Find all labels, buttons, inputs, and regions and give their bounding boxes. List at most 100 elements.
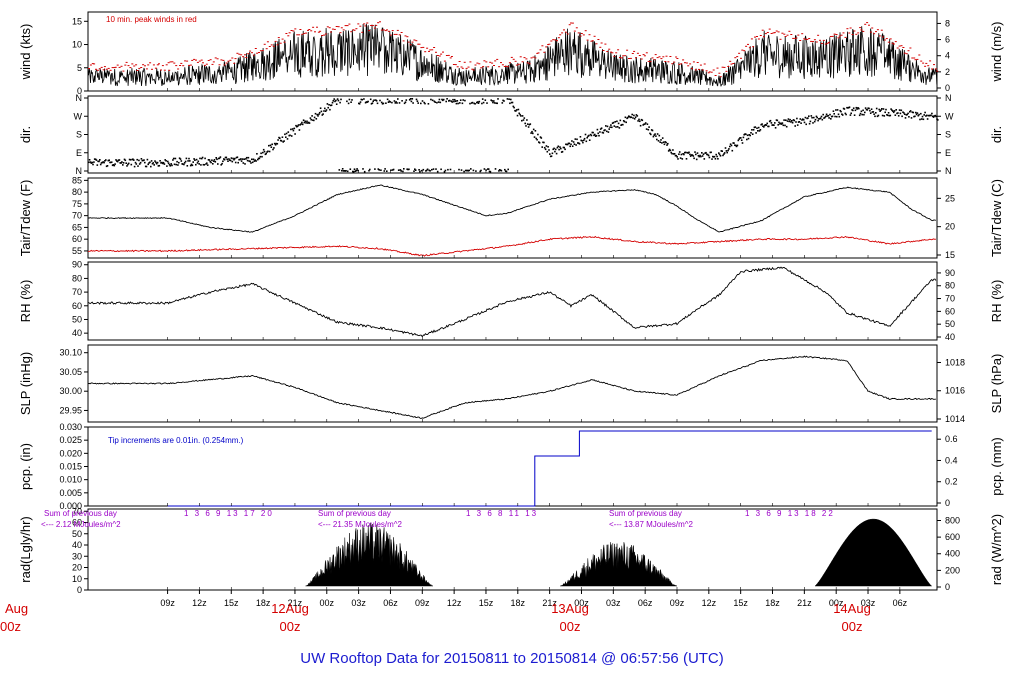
wind-direction-point bbox=[363, 98, 365, 100]
left-tick-label: 50 bbox=[72, 529, 82, 539]
peak-wind-mark bbox=[766, 32, 769, 33]
peak-wind-mark bbox=[707, 72, 710, 74]
wind-direction-point bbox=[707, 154, 710, 157]
wind-direction-point bbox=[713, 155, 716, 158]
peak-wind-mark bbox=[407, 41, 410, 43]
peak-wind-mark bbox=[229, 59, 232, 61]
wind-direction-point bbox=[364, 101, 367, 104]
wind-direction-point bbox=[191, 164, 194, 167]
peak-wind-mark bbox=[380, 29, 383, 31]
peak-wind-mark bbox=[868, 24, 870, 26]
wind-direction-point bbox=[335, 99, 337, 102]
wind-direction-point bbox=[290, 135, 293, 137]
peak-wind-mark bbox=[759, 35, 762, 36]
peak-wind-mark bbox=[586, 39, 589, 41]
wind-direction-point bbox=[320, 110, 323, 113]
wind-direction-point bbox=[663, 143, 666, 146]
peak-wind-mark bbox=[283, 41, 286, 43]
wind-direction-point bbox=[112, 164, 115, 166]
wind-direction-point bbox=[624, 116, 627, 119]
left-tick-label: 0 bbox=[77, 86, 82, 96]
wind-direction-point bbox=[616, 120, 618, 123]
peak-wind-mark bbox=[417, 43, 420, 45]
wind-direction-point bbox=[881, 114, 884, 117]
wind-direction-point bbox=[633, 118, 636, 120]
peak-wind-mark bbox=[792, 37, 795, 39]
y-axis-label-right: RH (%) bbox=[989, 280, 1004, 323]
wind-direction-point bbox=[503, 100, 505, 102]
wind-direction-point bbox=[376, 102, 379, 105]
wind-direction-point bbox=[432, 168, 435, 170]
wind-direction-point bbox=[463, 170, 465, 173]
wind-direction-point bbox=[632, 117, 634, 119]
wind-direction-point bbox=[254, 159, 256, 161]
peak-wind-mark bbox=[96, 69, 99, 71]
peak-wind-mark bbox=[400, 32, 403, 33]
peak-wind-mark bbox=[795, 37, 798, 39]
wind-direction-point bbox=[134, 161, 137, 164]
wind-direction-point bbox=[194, 159, 196, 161]
wind-direction-point bbox=[447, 168, 449, 171]
peak-wind-mark bbox=[539, 49, 542, 51]
wind-direction-point bbox=[431, 168, 433, 171]
peak-wind-mark bbox=[582, 34, 585, 36]
peak-wind-mark bbox=[387, 30, 390, 32]
wind-direction-point bbox=[921, 115, 924, 118]
wind-direction-point bbox=[918, 113, 920, 116]
wind-direction-point bbox=[318, 113, 320, 116]
wind-direction-point bbox=[251, 158, 253, 161]
peak-wind-mark bbox=[445, 55, 448, 56]
peak-wind-mark bbox=[129, 67, 132, 69]
peak-wind-mark bbox=[822, 39, 825, 41]
wind-direction-point bbox=[302, 119, 305, 121]
wind-direction-point bbox=[398, 102, 401, 104]
peak-wind-mark bbox=[330, 31, 332, 33]
wind-direction-point bbox=[436, 170, 439, 173]
wind-direction-point bbox=[424, 102, 426, 105]
left-tick-label: S bbox=[76, 130, 82, 140]
wind-direction-point bbox=[336, 98, 339, 100]
wind-direction-point bbox=[693, 157, 695, 160]
wind-direction-point bbox=[755, 132, 757, 134]
wind-direction-point bbox=[382, 102, 385, 105]
peak-wind-mark bbox=[384, 30, 387, 32]
date-hour-label: 00z bbox=[280, 619, 301, 634]
wind-direction-point bbox=[590, 134, 593, 137]
wind-direction-point bbox=[719, 155, 722, 157]
peak-wind-mark bbox=[831, 35, 834, 37]
wind-direction-point bbox=[493, 102, 496, 104]
wind-direction-point bbox=[239, 158, 241, 161]
peak-wind-mark bbox=[541, 45, 544, 47]
wind-direction-point bbox=[403, 102, 406, 105]
wind-direction-point bbox=[575, 144, 577, 146]
wind-direction-point bbox=[99, 159, 101, 161]
wind-direction-point bbox=[290, 128, 292, 131]
wind-direction-point bbox=[848, 106, 851, 108]
left-tick-label: 0.030 bbox=[59, 422, 82, 432]
wind-direction-point bbox=[683, 153, 685, 156]
wind-direction-point bbox=[453, 100, 455, 103]
peak-wind-mark bbox=[326, 26, 329, 28]
wind-direction-point bbox=[240, 158, 242, 160]
left-tick-label: 85 bbox=[72, 175, 82, 185]
wind-direction-point bbox=[408, 168, 410, 171]
wind-direction-point bbox=[608, 128, 610, 130]
peak-wind-mark bbox=[222, 59, 225, 61]
peak-wind-mark bbox=[389, 34, 392, 36]
peak-wind-mark bbox=[924, 65, 927, 67]
left-tick-label: 30.05 bbox=[59, 367, 82, 377]
wind-direction-point bbox=[195, 163, 197, 166]
peak-wind-mark bbox=[263, 43, 266, 45]
peak-wind-mark bbox=[784, 36, 787, 37]
wind-direction-point bbox=[277, 139, 279, 141]
wind-direction-point bbox=[824, 115, 827, 118]
wind-direction-point bbox=[603, 129, 605, 132]
wind-direction-point bbox=[385, 102, 387, 104]
wind-direction-point bbox=[605, 125, 607, 127]
time-tick-label: 06z bbox=[383, 598, 398, 608]
daily-sum-value: <--- 13.87 MJoules/m^2 bbox=[609, 520, 694, 529]
wind-direction-point bbox=[917, 114, 920, 117]
peak-wind-mark bbox=[458, 61, 461, 62]
wind-direction-point bbox=[169, 165, 172, 167]
time-tick-label: 00z bbox=[320, 598, 335, 608]
